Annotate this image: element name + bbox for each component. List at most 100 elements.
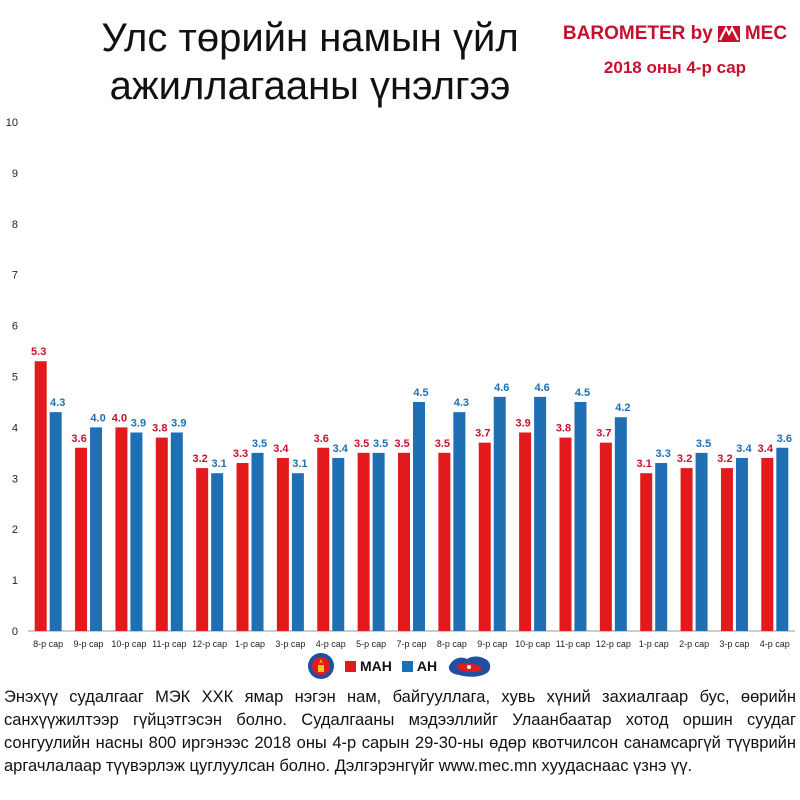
legend-label-man: МАН (359, 658, 392, 674)
data-label-man: 3.4 (758, 443, 774, 455)
bar-an (493, 396, 506, 631)
data-label-man: 3.2 (193, 453, 208, 465)
bar-an (49, 412, 62, 631)
brand-logo-text: MEC (744, 23, 788, 44)
y-tick-label: 8 (12, 219, 18, 231)
bar-an (534, 396, 547, 631)
x-tick-label: 3-р сар (275, 639, 305, 649)
data-label-man: 3.5 (394, 438, 409, 450)
data-label-an: 4.5 (413, 387, 428, 399)
data-label-man: 3.5 (435, 438, 450, 450)
data-label-man: 3.3 (233, 448, 248, 460)
bar-chart: 0 1 2 3 4 5 6 7 8 9 10 5.3 4.3 8-р сар 3.6 4.0 9-р сар 4.… (6, 117, 795, 649)
x-tick-label: 11-р сар (152, 639, 186, 649)
bar-an (735, 457, 748, 631)
brand-block: BAROMETER by MEC 2018 оны 4-р сар (560, 22, 790, 78)
data-label-man: 3.2 (717, 453, 732, 465)
y-tick-label: 9 (12, 168, 18, 180)
x-tick-label: 8-р сар (33, 639, 63, 649)
x-tick-label: 8-р сар (437, 639, 467, 649)
bar-man (438, 452, 451, 631)
data-label-an: 4.3 (50, 397, 65, 409)
y-tick-label: 6 (12, 321, 18, 333)
data-label-an: 4.5 (575, 387, 590, 399)
y-tick-label: 4 (12, 422, 18, 434)
legend-item-an: АН (401, 658, 438, 674)
data-label-man: 3.7 (475, 428, 490, 440)
x-tick-label: 4-р сар (316, 639, 346, 649)
bar-man (115, 427, 128, 631)
x-tick-label: 3-р сар (719, 639, 749, 649)
x-tick-label: 11-р сар (556, 639, 590, 649)
data-label-man: 3.8 (152, 423, 167, 435)
y-tick-label: 2 (12, 524, 18, 536)
bar-man (75, 447, 88, 631)
data-label-an: 3.4 (736, 443, 752, 455)
chart-title: Улс төрийн намын үйл ажиллагааны үнэлгээ (60, 14, 560, 110)
title-line-2: ажиллагааны үнэлгээ (109, 64, 511, 108)
bar-an (655, 463, 668, 631)
data-label-man: 3.1 (637, 458, 652, 470)
x-tick-label: 9-р сар (74, 639, 104, 649)
x-tick-label: 9-р сар (477, 639, 507, 649)
bar-man (599, 442, 612, 631)
brand-subtitle: 2018 оны 4-р сар (603, 58, 747, 77)
bar-an (574, 401, 587, 631)
data-label-man: 3.6 (71, 433, 86, 445)
y-tick-label: 1 (12, 575, 18, 587)
legend-label-an: АН (416, 658, 438, 674)
bar-man (720, 468, 733, 631)
data-label-man: 3.8 (556, 423, 571, 435)
x-tick-label: 2-р сар (679, 639, 709, 649)
bar-man (155, 437, 168, 631)
data-label-an: 3.5 (696, 438, 711, 450)
data-label-an: 4.6 (534, 382, 549, 394)
bar-man (34, 361, 47, 631)
data-label-man: 3.5 (354, 438, 369, 450)
legend: МАН АН (0, 652, 800, 680)
x-tick-label: 12-р сар (596, 639, 631, 649)
bar-man (680, 468, 693, 631)
bar-man (357, 452, 370, 631)
legend-swatch-man (344, 660, 356, 672)
brand-row: BAROMETER by MEC (560, 22, 790, 46)
x-tick-label: 10-р сар (111, 639, 146, 649)
bar-an (776, 447, 789, 631)
bar-an (291, 473, 304, 631)
x-tick-label: 5-р сар (356, 639, 386, 649)
data-label-an: 3.1 (212, 458, 227, 470)
data-label-man: 3.4 (273, 443, 289, 455)
data-label-an: 3.5 (252, 438, 267, 450)
data-label-man: 5.3 (31, 346, 46, 358)
bar-man (276, 457, 289, 631)
bar-man (761, 457, 774, 631)
bar-an (90, 427, 103, 631)
x-tick-label: 12-р сар (192, 639, 227, 649)
y-tick-label: 0 (12, 626, 18, 638)
data-label-an: 4.3 (454, 397, 469, 409)
x-tick-label: 1-р сар (235, 639, 265, 649)
bar-man (519, 432, 532, 631)
data-label-an: 3.6 (777, 433, 792, 445)
y-tick-label: 10 (6, 117, 18, 129)
data-label-an: 3.5 (373, 438, 388, 450)
bar-an (372, 452, 385, 631)
data-label-an: 3.4 (333, 443, 349, 455)
data-label-man: 3.6 (314, 433, 329, 445)
data-label-man: 3.9 (515, 417, 530, 429)
bar-an (211, 473, 224, 631)
y-tick-label: 5 (12, 372, 18, 384)
data-label-an: 3.1 (292, 458, 307, 470)
bar-man (640, 473, 653, 631)
bar-man (236, 463, 249, 631)
legend-item-man: МАН (344, 658, 392, 674)
y-tick-label: 7 (12, 270, 18, 282)
bar-an (695, 452, 708, 631)
data-label-an: 3.3 (656, 448, 671, 460)
bar-an (170, 432, 183, 631)
bar-an (130, 432, 143, 631)
survey-description: Энэхүү судалгааг МЭК ХХК ямар нэгэн нам,… (4, 688, 796, 775)
bar-an (614, 417, 627, 631)
bar-an (453, 412, 466, 631)
data-label-an: 4.2 (615, 402, 630, 414)
